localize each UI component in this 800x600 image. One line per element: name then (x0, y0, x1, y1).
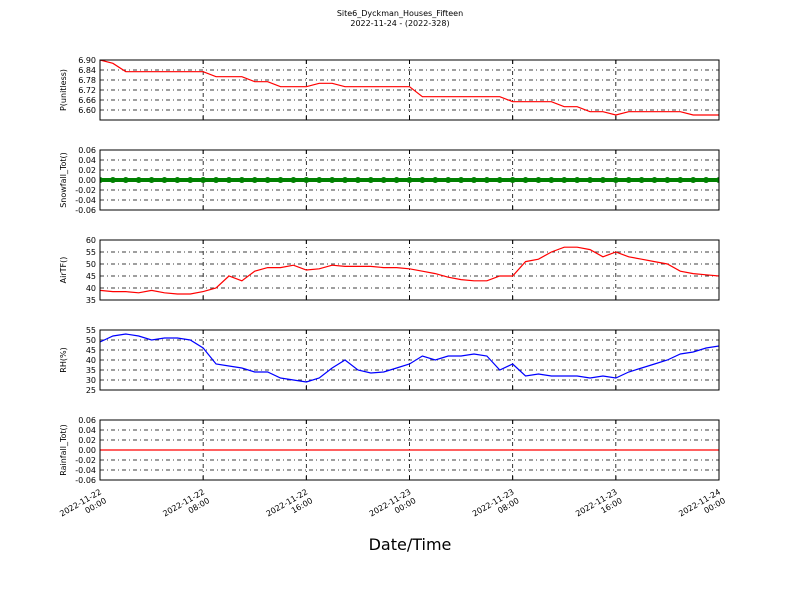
y-tick-label: 0.00 (78, 446, 96, 455)
y-tick-label: 45 (86, 272, 96, 281)
y-axis-label: Rainfall_Tot() (59, 424, 68, 476)
axes-frame (99, 329, 720, 391)
x-tick-label: 2022-11-2216:00 (265, 487, 315, 527)
y-tick-label: 45 (86, 346, 96, 355)
y-tick-label: 40 (86, 356, 96, 365)
y-tick-label: 6.72 (78, 86, 96, 95)
y-tick-label: -0.04 (75, 196, 96, 205)
plot (100, 177, 719, 183)
y-tick-label: 30 (86, 376, 96, 385)
chart-title: Site6_Dyckman_Houses_Fifteen (337, 9, 463, 18)
chart-subtitle: 2022-11-24 - (2022-328) (350, 19, 449, 28)
y-tick-label: 6.84 (78, 66, 96, 75)
y-tick-label: 55 (86, 248, 96, 257)
y-tick-label: 50 (86, 336, 96, 345)
x-axis-label: Date/Time (369, 535, 452, 554)
axes-frame (99, 239, 720, 301)
plot (100, 246, 719, 295)
x-tick-label: 2022-11-2300:00 (368, 487, 418, 527)
x-tick-label: 2022-11-2208:00 (161, 487, 211, 527)
line (100, 60, 719, 116)
y-tick-label: 6.60 (78, 106, 96, 115)
y-tick-label: 6.78 (78, 76, 96, 85)
y-axis-label: RH(%) (59, 347, 68, 372)
y-tick-label: 35 (86, 296, 96, 305)
y-tick-label: 55 (86, 326, 96, 335)
y-tick-label: -0.04 (75, 466, 96, 475)
y-tick-label: -0.02 (75, 186, 96, 195)
plot (100, 60, 719, 116)
y-tick-label: -0.02 (75, 456, 96, 465)
axes-frame (99, 59, 720, 121)
y-tick-label: 0.06 (78, 416, 96, 425)
y-tick-label: 35 (86, 366, 96, 375)
x-tick-label: 2022-11-2400:00 (677, 487, 727, 527)
x-tick-label: 2022-11-2308:00 (471, 487, 521, 527)
line (100, 333, 719, 383)
y-tick-label: 40 (86, 284, 96, 293)
y-tick-label: 6.90 (78, 56, 96, 65)
plot (100, 333, 719, 383)
y-axis-label: AirTF() (59, 257, 68, 284)
y-tick-label: -0.06 (75, 476, 96, 485)
y-tick-label: 50 (86, 260, 96, 269)
y-tick-label: 0.00 (78, 176, 96, 185)
x-tick-label: 2022-11-2200:00 (58, 487, 108, 527)
x-tick-label: 2022-11-2316:00 (574, 487, 624, 527)
y-tick-label: 60 (86, 236, 96, 245)
y-tick-label: 0.02 (78, 436, 96, 445)
y-tick-label: -0.06 (75, 206, 96, 215)
y-axis-label: P(unitless) (59, 69, 68, 111)
line (100, 246, 719, 295)
axes-frame (99, 149, 720, 211)
y-axis-label: Snowfall_Tot() (59, 152, 68, 208)
y-tick-label: 25 (86, 386, 96, 395)
y-tick-label: 0.06 (78, 146, 96, 155)
y-tick-label: 0.04 (78, 426, 96, 435)
y-tick-label: 0.04 (78, 156, 96, 165)
y-tick-label: 0.02 (78, 166, 96, 175)
y-tick-label: 6.66 (78, 96, 96, 105)
axes-frame (99, 419, 720, 481)
